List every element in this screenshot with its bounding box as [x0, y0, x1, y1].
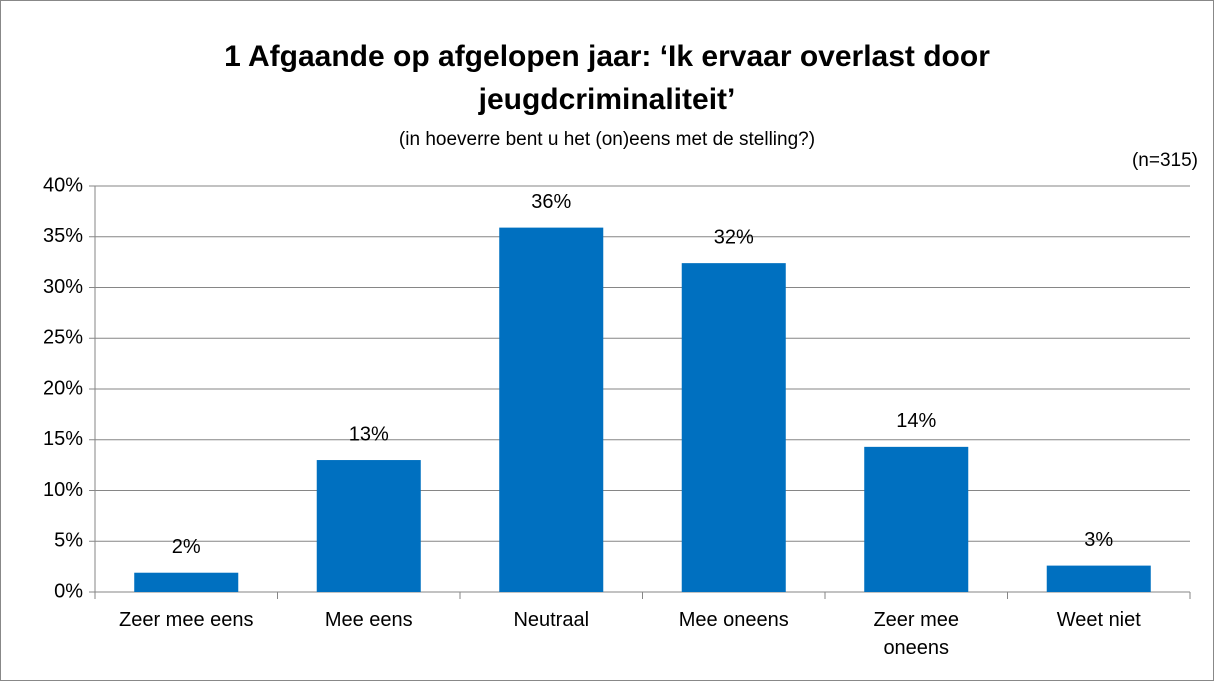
x-tick-label: Neutraal [513, 609, 590, 631]
data-label: 2% [172, 536, 201, 558]
bar [1046, 565, 1151, 592]
data-label: 14% [896, 410, 936, 432]
data-label: 36% [531, 191, 571, 213]
x-tick-label: Mee eens [324, 609, 413, 631]
y-tick-label: 35% [43, 225, 83, 247]
annotation: (n=315) [1132, 150, 1198, 171]
chart-subtitle: (in hoeverre bent u het (on)eens met de … [399, 129, 815, 150]
x-tick-label: Weet niet [1056, 609, 1141, 631]
x-tick-label: Zeer mee eens [118, 609, 254, 631]
y-tick-label: 15% [43, 428, 83, 450]
data-label: 32% [714, 226, 754, 248]
bar [499, 227, 604, 593]
y-tick-label: 40% [43, 174, 83, 196]
chart-title: jeugdcriminaliteit’ [478, 83, 736, 116]
y-tick-label: 0% [54, 580, 83, 602]
y-tick-label: 20% [43, 377, 83, 399]
x-tick-label: Mee oneens [678, 609, 789, 631]
y-tick-label: 25% [43, 327, 83, 349]
y-tick-label: 10% [43, 479, 83, 501]
y-tick-label: 30% [43, 276, 83, 298]
data-label: 3% [1084, 529, 1113, 551]
bar [864, 446, 969, 592]
bar [681, 263, 786, 592]
bar [316, 460, 421, 592]
y-tick-label: 5% [54, 530, 83, 552]
data-label: 13% [349, 423, 389, 445]
chart-title: 1 Afgaande op afgelopen jaar: ‘Ik ervaar… [224, 40, 990, 73]
x-tick-label: Zeer mee oneens [873, 609, 960, 659]
bar [134, 572, 239, 592]
